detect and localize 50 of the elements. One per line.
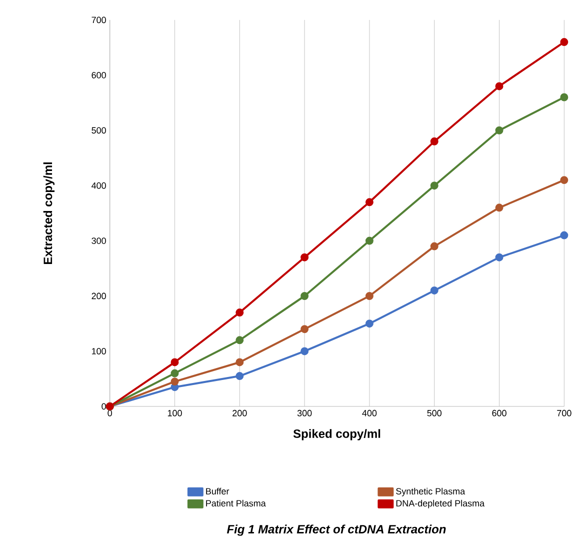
point — [236, 358, 244, 366]
point — [300, 292, 309, 300]
point — [170, 358, 179, 366]
point — [300, 347, 309, 356]
point — [365, 292, 374, 300]
legend-label: DNA-depleted Plasma — [396, 500, 485, 508]
legend-label: Patient Plasma — [206, 500, 266, 506]
x-tick-label: 500 — [427, 410, 442, 416]
x-tick-label: 200 — [232, 410, 247, 416]
y-tick-label: 300 — [92, 238, 106, 244]
x-tick-label: 700 — [557, 410, 572, 416]
x-tick-label: 400 — [362, 410, 377, 416]
point — [560, 231, 568, 240]
legend-label: Buffer — [206, 488, 230, 494]
y-tick-label: 700 — [92, 16, 106, 24]
x-tick-label: 600 — [492, 410, 506, 416]
point — [495, 82, 504, 90]
point — [236, 372, 244, 380]
point — [170, 377, 179, 386]
y-tick-label: 100 — [92, 348, 106, 354]
y-tick-label: 200 — [92, 292, 106, 300]
point — [430, 137, 438, 146]
x-tick-label: 100 — [168, 410, 182, 416]
caption: Fig 1 Matrix Effect of ctDNA Extraction — [226, 524, 446, 536]
x-tick-label: 0 — [108, 410, 112, 416]
point — [560, 176, 568, 184]
point — [495, 253, 504, 262]
y-axis-title: Extracted copy/ml — [43, 162, 55, 264]
y-tick-label: 0 — [102, 403, 106, 410]
y-tick-label: 400 — [92, 182, 106, 189]
point — [560, 93, 568, 102]
point — [300, 253, 309, 262]
point — [365, 198, 374, 206]
point — [430, 181, 438, 190]
point — [560, 38, 568, 46]
point — [170, 369, 179, 378]
point — [365, 320, 374, 328]
x-tick-label: 300 — [297, 410, 312, 416]
point — [236, 336, 244, 344]
point — [495, 204, 504, 212]
point — [365, 236, 374, 245]
point — [236, 308, 244, 316]
y-tick-label: 600 — [92, 72, 106, 78]
point — [430, 242, 438, 250]
y-tick-label: 500 — [92, 127, 106, 134]
x-axis-title: Spiked copy/ml — [293, 429, 380, 440]
point — [300, 325, 309, 334]
point — [430, 286, 438, 294]
point — [495, 126, 504, 134]
legend-label: Synthetic Plasma — [396, 488, 466, 496]
